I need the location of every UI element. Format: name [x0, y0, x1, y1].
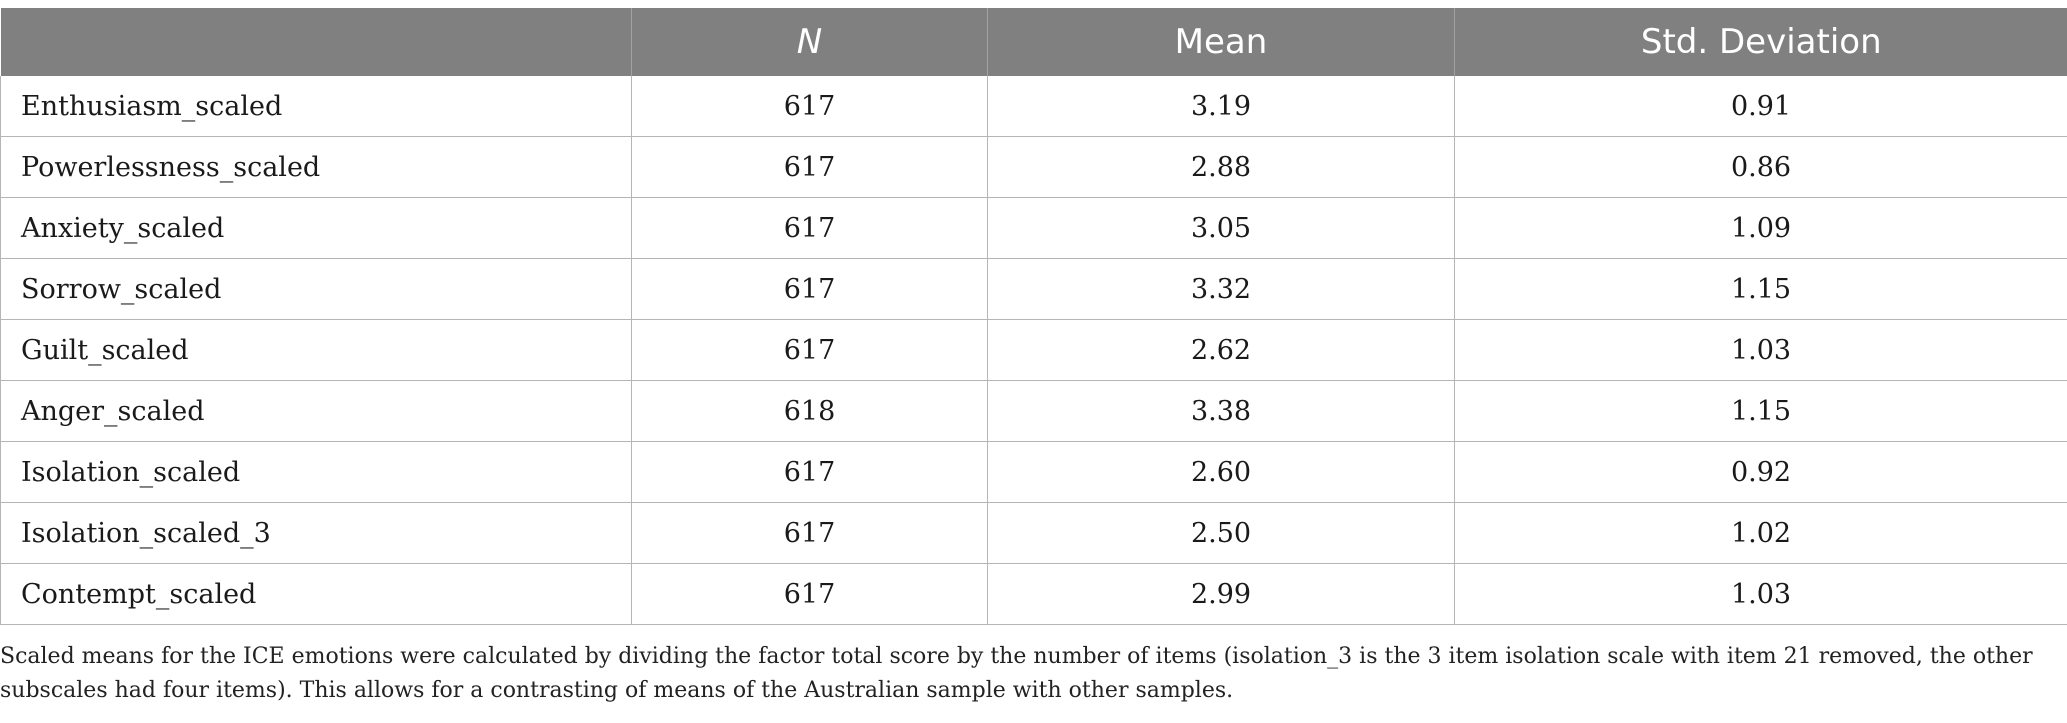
- table-row: Contempt_scaled 617 2.99 1.03: [0, 563, 2067, 625]
- stats-table-container: N Mean Std. Deviation Enthusiasm_scaled …: [0, 8, 2067, 625]
- cell-std-deviation: 1.15: [1454, 258, 2067, 320]
- row-label: Enthusiasm_scaled: [0, 76, 632, 137]
- cell-mean: 3.38: [987, 380, 1455, 442]
- row-label: Isolation_scaled_3: [0, 502, 632, 564]
- cell-n: 617: [631, 441, 988, 503]
- header-variable: [0, 8, 632, 76]
- table-footnote: Scaled means for the ICE emotions were c…: [0, 644, 2033, 703]
- cell-n: 617: [631, 136, 988, 198]
- cell-mean: 3.32: [987, 258, 1455, 320]
- cell-n: 617: [631, 563, 988, 625]
- descriptive-statistics-table: N Mean Std. Deviation Enthusiasm_scaled …: [0, 8, 2067, 625]
- table-row: Anxiety_scaled 617 3.05 1.09: [0, 197, 2067, 259]
- cell-std-deviation: 1.15: [1454, 380, 2067, 442]
- table-row: Isolation_scaled_3 617 2.50 1.02: [0, 502, 2067, 564]
- cell-mean: 2.50: [987, 502, 1455, 564]
- row-label: Sorrow_scaled: [0, 258, 632, 320]
- header-n: N: [631, 8, 988, 76]
- cell-n: 617: [631, 502, 988, 564]
- cell-std-deviation: 0.92: [1454, 441, 2067, 503]
- table-row: Guilt_scaled 617 2.62 1.03: [0, 319, 2067, 381]
- table-row: Powerlessness_scaled 617 2.88 0.86: [0, 136, 2067, 198]
- cell-mean: 2.60: [987, 441, 1455, 503]
- cell-mean: 2.62: [987, 319, 1455, 381]
- table-row: Enthusiasm_scaled 617 3.19 0.91: [0, 76, 2067, 137]
- cell-std-deviation: 1.03: [1454, 319, 2067, 381]
- table-row: Sorrow_scaled 617 3.32 1.15: [0, 258, 2067, 320]
- cell-std-deviation: 1.03: [1454, 563, 2067, 625]
- cell-std-deviation: 0.86: [1454, 136, 2067, 198]
- row-label: Anger_scaled: [0, 380, 632, 442]
- row-label: Guilt_scaled: [0, 319, 632, 381]
- cell-std-deviation: 1.02: [1454, 502, 2067, 564]
- header-std-deviation: Std. Deviation: [1454, 8, 2067, 76]
- table-header-row: N Mean Std. Deviation: [0, 8, 2067, 76]
- cell-n: 617: [631, 319, 988, 381]
- cell-mean: 2.88: [987, 136, 1455, 198]
- cell-std-deviation: 0.91: [1454, 76, 2067, 137]
- cell-n: 617: [631, 197, 988, 259]
- cell-std-deviation: 1.09: [1454, 197, 2067, 259]
- table-row: Isolation_scaled 617 2.60 0.92: [0, 441, 2067, 503]
- row-label: Contempt_scaled: [0, 563, 632, 625]
- cell-n: 617: [631, 258, 988, 320]
- row-label: Isolation_scaled: [0, 441, 632, 503]
- row-label: Anxiety_scaled: [0, 197, 632, 259]
- cell-mean: 3.19: [987, 76, 1455, 137]
- cell-n: 617: [631, 76, 988, 137]
- cell-n: 618: [631, 380, 988, 442]
- cell-mean: 3.05: [987, 197, 1455, 259]
- table-row: Anger_scaled 618 3.38 1.15: [0, 380, 2067, 442]
- row-label: Powerlessness_scaled: [0, 136, 632, 198]
- cell-mean: 2.99: [987, 563, 1455, 625]
- header-mean: Mean: [987, 8, 1455, 76]
